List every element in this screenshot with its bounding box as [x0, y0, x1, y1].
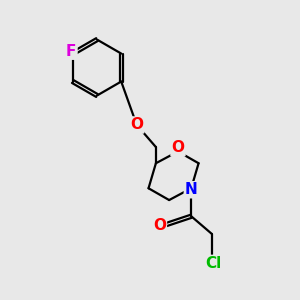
Text: F: F	[66, 44, 76, 59]
Text: O: O	[153, 218, 166, 232]
Text: O: O	[130, 118, 143, 133]
Text: Cl: Cl	[205, 256, 221, 271]
Text: N: N	[185, 182, 198, 197]
Text: O: O	[172, 140, 184, 155]
